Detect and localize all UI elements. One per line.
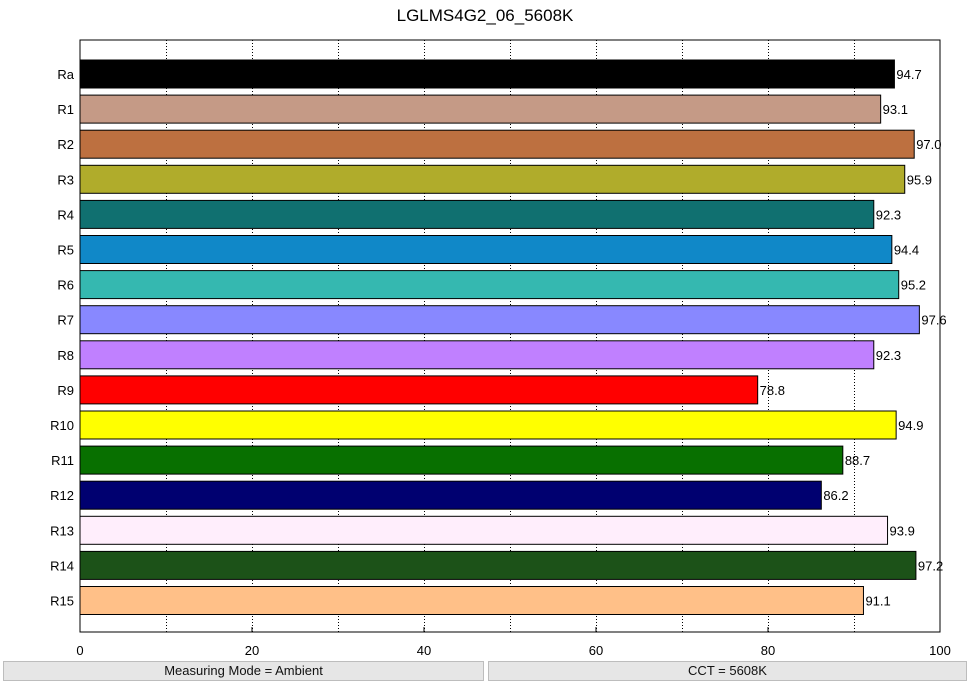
x-tick-label: 60 bbox=[589, 643, 603, 658]
plot-frame bbox=[79, 39, 941, 633]
category-label: R11 bbox=[51, 453, 74, 468]
category-label: R10 bbox=[50, 418, 74, 433]
bar-r15 bbox=[79, 586, 864, 615]
bar-ra bbox=[79, 59, 895, 89]
bar-r6 bbox=[79, 270, 900, 300]
category-label: R14 bbox=[50, 558, 74, 573]
value-label: 94.4 bbox=[894, 243, 919, 258]
category-label: R7 bbox=[57, 313, 74, 328]
value-label: 93.9 bbox=[890, 523, 915, 538]
value-label: 91.1 bbox=[865, 594, 890, 609]
bars bbox=[79, 59, 920, 615]
category-label: Ra bbox=[57, 67, 74, 82]
category-label: R3 bbox=[57, 172, 74, 187]
category-label: R6 bbox=[57, 278, 74, 293]
x-tick-label: 40 bbox=[417, 643, 431, 658]
value-label: 97.2 bbox=[918, 558, 943, 573]
value-label: 93.1 bbox=[883, 102, 908, 117]
bar-r2 bbox=[79, 129, 915, 159]
value-label: 92.3 bbox=[876, 207, 901, 222]
category-label: R4 bbox=[57, 207, 74, 222]
measuring-mode-status: Measuring Mode = Ambient bbox=[3, 661, 484, 681]
value-label: 95.2 bbox=[901, 278, 926, 293]
x-tick-label: 0 bbox=[76, 643, 83, 658]
cct-status: CCT = 5608K bbox=[488, 661, 967, 681]
bar-r11 bbox=[79, 445, 844, 475]
value-labels: 94.7 93.1 97.0 95.9 92.3 94.4 95.2 97.6 92.3 78.8… bbox=[760, 67, 947, 609]
x-tick-label: 80 bbox=[761, 643, 775, 658]
bar-r13 bbox=[79, 515, 889, 545]
bar-chart: Ra R1 R2 R3 R4 R5 R6 R7 R8 R9 R10 R11 R12 R13 R14 R15 9… bbox=[50, 39, 951, 658]
chart-title: LGLMS4G2_06_5608K bbox=[396, 6, 574, 25]
category-label: R12 bbox=[50, 488, 74, 503]
bar-r12 bbox=[79, 480, 822, 510]
bar-r5 bbox=[79, 235, 893, 264]
bar-r4 bbox=[79, 199, 875, 229]
category-label: R2 bbox=[57, 137, 74, 152]
x-axis-ticks: 0 20 40 60 80 100 bbox=[76, 627, 951, 658]
value-label: 86.2 bbox=[823, 488, 848, 503]
value-label: 95.9 bbox=[907, 172, 932, 187]
category-label: R15 bbox=[50, 594, 74, 609]
category-label: R8 bbox=[57, 348, 74, 363]
x-tick-label: 20 bbox=[245, 643, 259, 658]
category-label: R5 bbox=[57, 243, 74, 258]
value-label: 88.7 bbox=[845, 453, 870, 468]
bar-r1 bbox=[79, 94, 882, 124]
category-label: R13 bbox=[50, 523, 74, 538]
bar-r3 bbox=[79, 164, 906, 194]
category-labels: Ra R1 R2 R3 R4 R5 R6 R7 R8 R9 R10 R11 R12 R13 R14 R15 bbox=[50, 67, 75, 609]
value-label: 78.8 bbox=[760, 383, 785, 398]
value-label: 94.7 bbox=[896, 67, 921, 82]
value-label: 92.3 bbox=[876, 348, 901, 363]
value-label: 97.6 bbox=[921, 313, 946, 328]
value-label: 94.9 bbox=[898, 418, 923, 433]
bar-r10 bbox=[79, 410, 897, 440]
x-tick-label: 100 bbox=[929, 643, 951, 658]
bar-r9 bbox=[79, 375, 759, 405]
category-label: R9 bbox=[57, 383, 74, 398]
category-label: R1 bbox=[57, 102, 74, 117]
bar-r8 bbox=[79, 340, 875, 370]
bar-r7 bbox=[79, 305, 920, 335]
value-label: 97.0 bbox=[916, 137, 941, 152]
bar-r14 bbox=[79, 550, 917, 580]
